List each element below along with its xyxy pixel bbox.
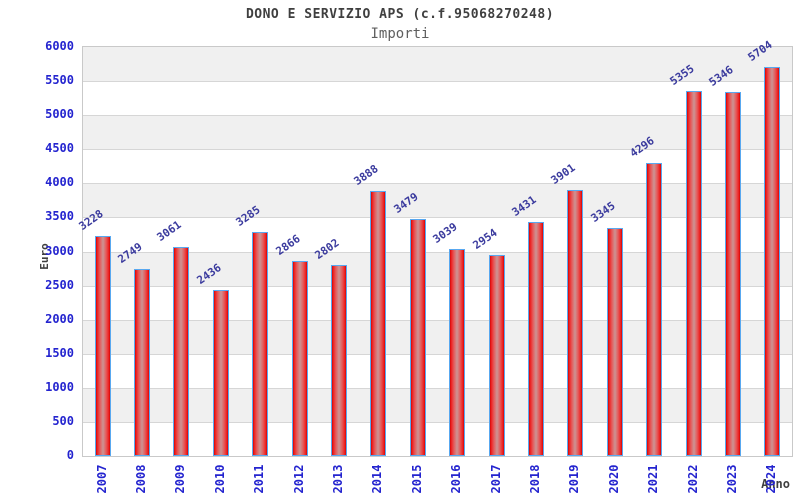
gridline xyxy=(83,183,792,185)
x-tick-label-2008: 2008 xyxy=(134,464,149,494)
background-band xyxy=(83,387,792,422)
bar-2015 xyxy=(409,218,426,456)
bar-2014 xyxy=(370,190,387,456)
bar-2009 xyxy=(173,247,190,456)
background-band xyxy=(83,115,792,150)
bar-2021 xyxy=(646,163,663,456)
background-band xyxy=(83,421,792,456)
y-tick-label: 1500 xyxy=(45,345,74,360)
y-tick-label: 4500 xyxy=(45,141,74,156)
gridline xyxy=(83,251,792,253)
background-band xyxy=(83,183,792,218)
y-tick-label: 3500 xyxy=(45,209,74,224)
x-tick-label-2013: 2013 xyxy=(331,464,346,494)
gridline xyxy=(83,149,792,151)
bar-2023 xyxy=(724,91,741,456)
x-tick-label-2017: 2017 xyxy=(488,464,503,494)
background-band xyxy=(83,81,792,116)
background-band xyxy=(83,285,792,320)
gridline xyxy=(83,217,792,219)
bar-2018 xyxy=(527,222,544,456)
x-tick-label-2022: 2022 xyxy=(685,464,700,494)
bar-2017 xyxy=(488,254,505,456)
bar-2020 xyxy=(606,227,623,456)
y-tick-label: 6000 xyxy=(45,39,74,53)
bar-2016 xyxy=(449,248,466,456)
background-band xyxy=(83,149,792,184)
x-tick-label-2009: 2009 xyxy=(173,464,188,494)
x-tick-label-2021: 2021 xyxy=(646,464,661,494)
x-tick-label-2015: 2015 xyxy=(409,464,424,494)
y-tick-label: 1000 xyxy=(45,379,74,394)
background-band xyxy=(83,319,792,354)
y-tick-label: 0 xyxy=(66,448,74,462)
x-axis-title: Anno xyxy=(761,477,790,491)
gridline xyxy=(83,353,792,355)
bar-2010 xyxy=(212,289,229,456)
plot-area: 3228 2749 3061 2436 3285 2866 2802 3888 3479 3039… xyxy=(76,38,793,457)
x-tick-label-2024: 2024 xyxy=(764,464,779,494)
y-tick-label: 5000 xyxy=(45,107,74,122)
x-tick-label-2007: 2007 xyxy=(94,464,109,494)
x-tick-label-2011: 2011 xyxy=(252,464,267,494)
y-tick-label: 2500 xyxy=(45,277,74,292)
bar-2022 xyxy=(685,90,702,456)
y-tick-label: 2000 xyxy=(45,311,74,326)
x-tick-label-2012: 2012 xyxy=(291,464,306,494)
x-tick-label-2018: 2018 xyxy=(527,464,542,494)
gridline xyxy=(83,421,792,423)
bar-2008 xyxy=(134,268,151,456)
chart-title: DONO E SERVIZIO APS (c.f.95068270248) xyxy=(245,7,555,22)
bar-2007 xyxy=(94,235,111,456)
y-tick-label: 5500 xyxy=(45,73,74,88)
y-tick-label: 4000 xyxy=(45,175,74,190)
background-band xyxy=(83,251,792,286)
bar-2011 xyxy=(252,232,269,456)
gridline xyxy=(83,319,792,321)
gridline xyxy=(83,387,792,389)
gridline xyxy=(83,285,792,287)
x-tick-label-2014: 2014 xyxy=(370,464,385,494)
background-band xyxy=(83,217,792,252)
gridline xyxy=(83,115,792,117)
background-band xyxy=(83,353,792,388)
x-tick-label-2010: 2010 xyxy=(212,464,227,494)
x-tick-label-2016: 2016 xyxy=(449,464,464,494)
x-tick-label-2019: 2019 xyxy=(567,464,582,494)
y-tick-label: 3000 xyxy=(45,243,74,258)
x-tick-label-2020: 2020 xyxy=(606,464,621,494)
bar-2019 xyxy=(567,190,584,456)
gridline xyxy=(83,81,792,83)
bar-2012 xyxy=(291,260,308,456)
bar-2024 xyxy=(764,67,781,456)
bar-2013 xyxy=(331,265,348,456)
x-tick-label-2023: 2023 xyxy=(724,464,739,494)
chart-subtitle: Importi xyxy=(370,26,430,42)
y-tick-label: 500 xyxy=(52,413,74,428)
background-band xyxy=(83,47,792,82)
